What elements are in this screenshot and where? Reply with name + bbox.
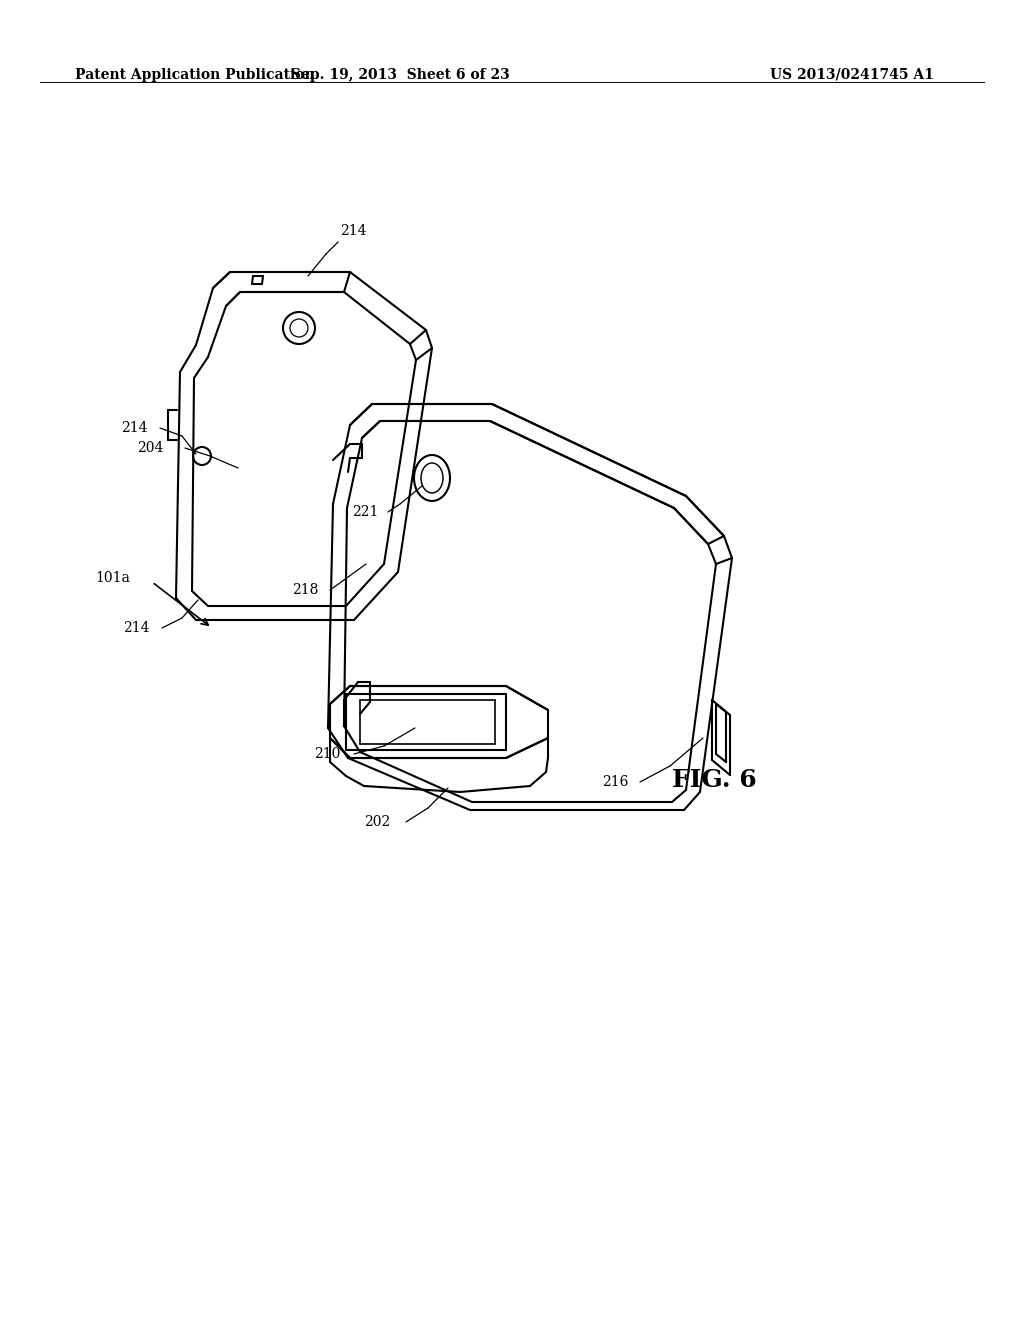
Text: Sep. 19, 2013  Sheet 6 of 23: Sep. 19, 2013 Sheet 6 of 23: [291, 69, 509, 82]
Text: 204: 204: [136, 441, 163, 455]
Text: 221: 221: [351, 506, 378, 519]
Text: 214: 214: [124, 620, 150, 635]
Text: 210: 210: [313, 747, 340, 762]
Text: 218: 218: [292, 583, 318, 597]
Text: 214: 214: [340, 224, 367, 238]
Text: 214: 214: [122, 421, 148, 436]
Text: Patent Application Publication: Patent Application Publication: [75, 69, 314, 82]
Text: 101a: 101a: [95, 572, 130, 585]
Text: FIG. 6: FIG. 6: [672, 768, 757, 792]
Text: 202: 202: [364, 814, 390, 829]
Text: US 2013/0241745 A1: US 2013/0241745 A1: [770, 69, 934, 82]
Text: 216: 216: [602, 775, 628, 789]
